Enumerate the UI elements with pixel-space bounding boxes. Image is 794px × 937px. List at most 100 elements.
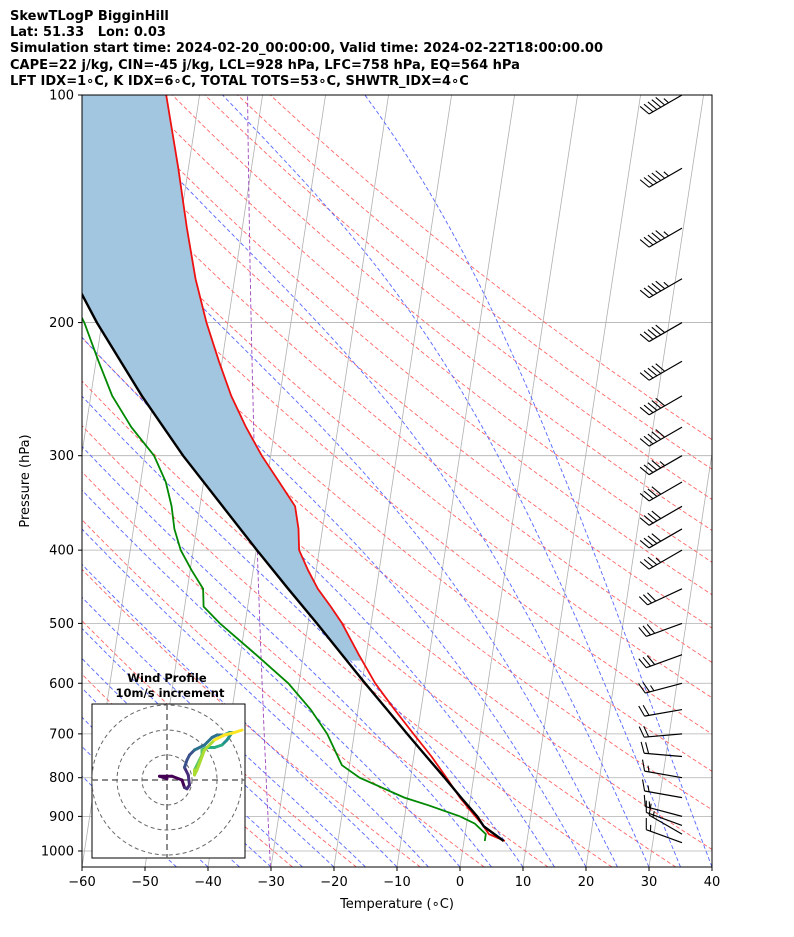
x-tick-label: −60 <box>68 875 95 890</box>
barb-flag <box>651 533 662 542</box>
barb-flag <box>639 406 650 416</box>
wind-barb <box>639 395 683 416</box>
barb-flag <box>639 239 650 248</box>
barb-half-flag <box>663 231 669 237</box>
moist-adiabat <box>82 445 492 867</box>
wind-barb <box>645 800 683 826</box>
barb-half-flag <box>650 685 655 692</box>
barb-flag <box>647 592 657 602</box>
isotherm-line <box>0 95 11 867</box>
barb-half-flag <box>663 98 669 104</box>
x-tick-label: 0 <box>456 875 464 890</box>
barb-flag <box>648 803 652 816</box>
x-tick-label: −40 <box>194 875 221 890</box>
wind-barb <box>639 94 683 115</box>
mixing-ratio-line <box>247 95 271 867</box>
barb-flag <box>643 404 654 414</box>
convective-params: CAPE=22 j/kg, CIN=-45 j/kg, LCL=928 hPa,… <box>10 57 520 73</box>
y-tick-label: 100 <box>49 89 74 104</box>
barb-staff <box>648 278 683 299</box>
barb-flag <box>639 517 650 526</box>
parcel-line <box>82 291 505 842</box>
barb-staff <box>644 752 683 758</box>
wind-barb <box>638 682 683 694</box>
wind-barb <box>639 278 683 299</box>
chart-title: SkewTLogP BigginHill <box>10 9 169 24</box>
barb-flag <box>643 103 654 113</box>
isotherm-line <box>522 95 641 867</box>
y-tick-label: 400 <box>49 544 74 559</box>
station-coords: Lat: 51.33 Lon: 0.03 <box>10 25 166 41</box>
barb-flag <box>651 99 662 108</box>
isotherm-line <box>0 95 74 867</box>
barb-flag <box>639 179 650 188</box>
barb-staff <box>648 227 683 248</box>
barb-flag <box>651 400 662 409</box>
hodograph-segment <box>233 728 244 734</box>
barb-flag <box>655 97 666 106</box>
wind-barb <box>639 481 683 502</box>
moist-adiabat <box>82 180 618 867</box>
barb-flag <box>643 725 650 738</box>
wind-barb <box>640 741 683 758</box>
dry-adiabat <box>82 620 357 867</box>
isotherm-line <box>648 450 712 867</box>
barb-flag <box>642 656 651 667</box>
y-tick-label: 800 <box>49 771 74 786</box>
hodograph-segment <box>203 736 214 747</box>
barb-flag <box>655 170 666 179</box>
barb-flag <box>639 466 650 476</box>
barb-flag <box>646 655 656 665</box>
y-axis-title: Pressure (hPa) <box>18 434 33 527</box>
barb-staff <box>648 481 683 502</box>
barb-flag <box>651 232 662 241</box>
hodograph-segment <box>203 738 216 752</box>
barb-staff <box>645 805 683 817</box>
isotherm-line <box>711 864 712 867</box>
barb-flag <box>651 431 662 440</box>
y-tick-label: 900 <box>49 810 74 825</box>
barb-flag <box>639 540 650 549</box>
wind-barb <box>642 759 683 779</box>
barb-half-flag <box>663 171 669 177</box>
barb-flag <box>655 397 666 407</box>
barb-flag <box>638 596 648 606</box>
barb-flag <box>642 704 650 716</box>
barb-staff <box>648 167 683 188</box>
barb-half-flag <box>647 765 650 772</box>
barb-flag <box>647 101 658 110</box>
barb-staff <box>644 733 683 738</box>
y-tick-label: 300 <box>49 449 74 464</box>
hodograph-segment <box>186 773 191 787</box>
barb-flag <box>639 333 650 342</box>
barb-flag <box>638 726 645 738</box>
barb-flag <box>647 462 658 471</box>
moist-adiabat <box>82 563 398 867</box>
moist-adiabat <box>99 95 650 867</box>
wind-barb <box>638 654 683 669</box>
wind-barb <box>638 704 683 717</box>
barb-staff <box>646 829 683 844</box>
wind-barb <box>648 803 683 835</box>
x-axis-title: Temperature (∘C) <box>339 897 454 912</box>
barb-flag <box>647 535 658 544</box>
simulation-times: Simulation start time: 2024-02-20_00:00:… <box>10 41 603 57</box>
barb-flag <box>651 510 662 519</box>
x-tick-label: −30 <box>257 875 284 890</box>
moist-adiabat <box>82 395 524 867</box>
barb-flag <box>655 324 666 333</box>
barb-flag <box>645 742 650 754</box>
barb-flag <box>643 794 646 807</box>
barb-staff <box>646 811 683 826</box>
dry-adiabat <box>82 519 485 867</box>
barb-staff <box>648 360 683 381</box>
barb-flag <box>638 705 646 717</box>
barb-flag <box>647 556 658 566</box>
hodograph-segment <box>223 731 236 737</box>
x-axis: −60 −50 −40 −30 −20 −10 0 10 20 30 40 <box>68 867 720 890</box>
barb-flag <box>639 561 650 570</box>
barb-flag <box>651 172 662 181</box>
wind-barbs <box>638 94 683 844</box>
wind-barb <box>639 549 683 570</box>
